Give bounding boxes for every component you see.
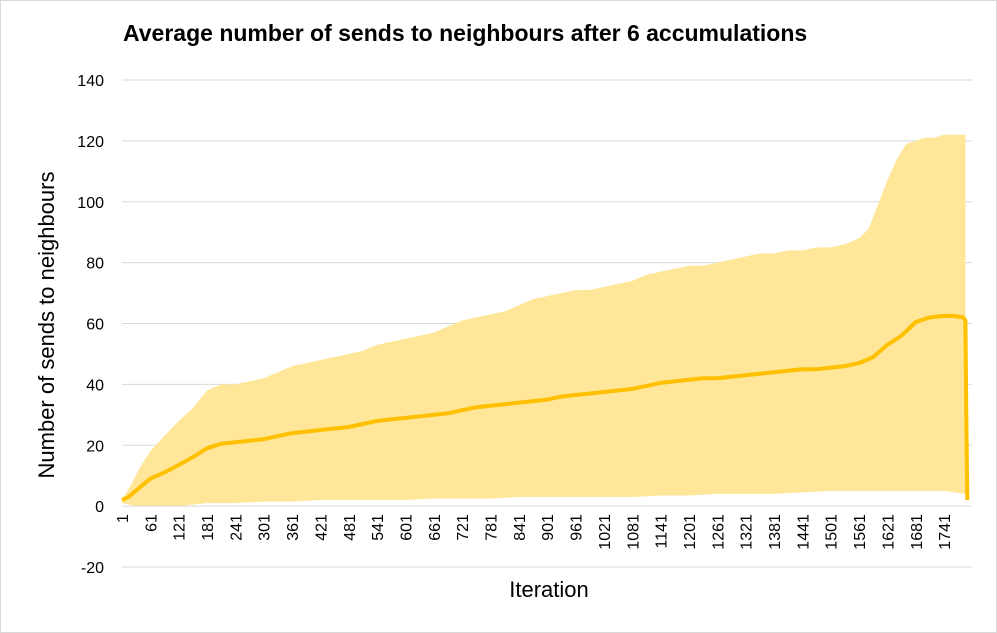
x-tick-label: 901 <box>540 514 557 541</box>
y-tick-label: 40 <box>86 377 104 394</box>
x-tick-label: 1 <box>115 514 132 523</box>
x-tick-label: 601 <box>399 514 416 541</box>
y-tick-label: 0 <box>95 499 104 516</box>
y-tick-label: 100 <box>77 195 104 212</box>
y-tick-labels: -20 0 20 40 60 80 100 120 140 <box>77 73 104 577</box>
x-tick-label: 181 <box>200 514 217 541</box>
y-tick-label: 60 <box>86 317 104 334</box>
x-tick-label: 1141 <box>654 514 671 549</box>
x-axis-title: Iteration <box>509 577 589 602</box>
x-tick-label: 1381 <box>767 514 784 550</box>
x-tick-label: 481 <box>342 514 359 541</box>
x-tick-label: 1561 <box>852 514 869 550</box>
average-sends-line <box>121 313 970 502</box>
x-tick-label: 1621 <box>880 514 897 550</box>
x-tick-label: 1261 <box>710 514 727 550</box>
x-tick-label: 841 <box>512 514 529 541</box>
min-max-band <box>122 134 966 507</box>
y-axis-title: Number of sends to neighbours <box>34 172 59 479</box>
x-tick-label: 1441 <box>795 514 812 550</box>
x-tick-label: 721 <box>455 514 472 541</box>
x-tick-label: 241 <box>228 514 245 541</box>
x-tick-label: 1741 <box>937 514 954 550</box>
x-tick-label: 541 <box>370 514 387 541</box>
x-tick-label: 121 <box>172 514 189 541</box>
x-tick-label: 1081 <box>625 514 642 550</box>
y-tick-label: 80 <box>86 256 104 273</box>
y-tick-label: 120 <box>77 134 104 151</box>
x-tick-label: 421 <box>313 514 330 541</box>
x-tick-labels: 1 61 121 181 241 301 361 421 481 541 601 661 721 781 8… <box>115 514 954 550</box>
x-tick-label: 781 <box>484 514 501 541</box>
y-tick-label: 140 <box>77 73 104 90</box>
chart-title: Average number of sends to neighbours af… <box>123 20 808 46</box>
x-tick-label: 1681 <box>909 514 926 550</box>
range-band <box>122 134 966 507</box>
x-tick-label: 1201 <box>682 514 699 550</box>
x-tick-label: 1321 <box>739 514 756 550</box>
average-line <box>121 313 970 502</box>
x-tick-label: 661 <box>427 514 444 541</box>
x-tick-label: 61 <box>143 514 160 532</box>
x-tick-label: 361 <box>285 514 302 541</box>
y-tick-label: 20 <box>86 438 104 455</box>
x-tick-label: 961 <box>569 514 586 541</box>
x-tick-label: 1021 <box>597 514 614 550</box>
x-tick-label: 1501 <box>824 514 841 550</box>
x-tick-label: 301 <box>257 514 274 541</box>
y-tick-label: -20 <box>81 560 104 577</box>
